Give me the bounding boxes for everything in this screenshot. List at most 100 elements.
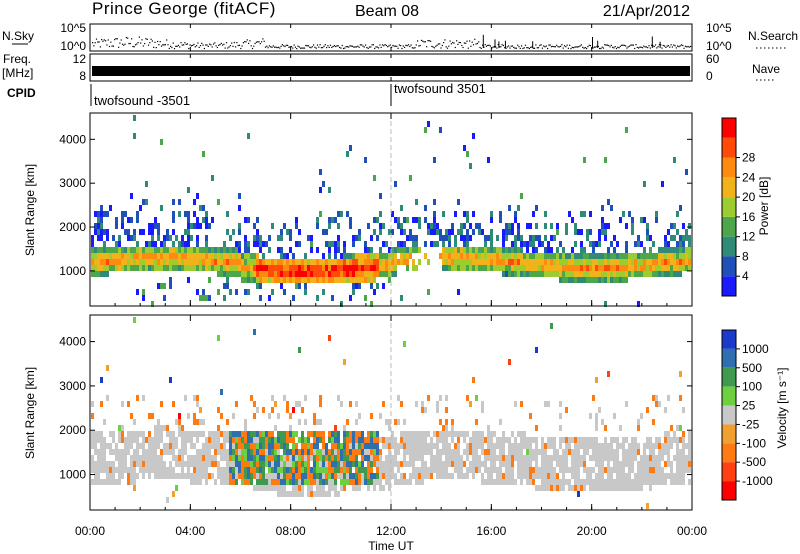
velocity-cell [175, 419, 178, 425]
nsky-point [160, 45, 163, 47]
velocity-cell [484, 449, 487, 455]
velocity-cell [607, 485, 610, 491]
nsky-point [606, 44, 608, 46]
velocity-cell [358, 467, 361, 473]
velocity-cell [523, 473, 526, 479]
power-cell [502, 247, 505, 253]
power-cell [175, 247, 178, 253]
nsky-point [258, 41, 260, 43]
power-cell [340, 259, 343, 265]
nsky-point [565, 46, 567, 48]
velocity-cell [319, 485, 322, 491]
power-cell [202, 265, 205, 271]
nsky-point [535, 44, 537, 46]
power-cell [601, 259, 604, 265]
power-cell [154, 241, 157, 247]
power-cell [520, 247, 523, 253]
power-cell [352, 259, 355, 265]
power-cell [577, 229, 580, 235]
velocity-cell [457, 437, 460, 443]
power-cell [349, 277, 352, 283]
power-cell [394, 265, 397, 271]
power-cell [520, 235, 523, 241]
velocity-cell [130, 455, 133, 461]
power-cell [184, 265, 187, 271]
nsky-point [337, 45, 339, 47]
velocity-cell [520, 467, 523, 473]
power-cell [361, 277, 364, 283]
velocity-cell [598, 455, 601, 461]
power-cell [145, 265, 148, 271]
nsky-point [474, 38, 476, 40]
nsky-point [112, 45, 114, 47]
power-cell [256, 229, 259, 235]
power-cell [349, 295, 352, 301]
power-cell [361, 259, 364, 265]
velocity-cell [490, 443, 493, 449]
velocity-cell [244, 473, 247, 479]
velocity-cell [682, 479, 685, 485]
power-cell [373, 217, 376, 223]
velocity-cell [655, 473, 658, 479]
velocity-cell [181, 443, 184, 449]
velocity-cell [562, 473, 565, 479]
velocity-cell [265, 485, 268, 491]
power-cell [655, 253, 658, 259]
power-cell [622, 259, 625, 265]
power-cell [373, 289, 376, 295]
power-cell [205, 217, 208, 223]
velocity-cell [556, 461, 559, 467]
velocity-cell [661, 455, 664, 461]
velocity-cell [346, 479, 349, 485]
velocity-cell [388, 443, 391, 449]
velocity-cell [655, 461, 658, 467]
nsky-point [144, 43, 146, 45]
power-cell [211, 247, 214, 253]
velocity-cell [292, 461, 295, 467]
power-cell [601, 223, 604, 229]
nsky-point [463, 42, 465, 44]
velocity-cell [544, 401, 547, 407]
power-cell [100, 271, 103, 277]
velocity-cell [319, 449, 322, 455]
velocity-cell [454, 461, 457, 467]
power-cell [205, 259, 208, 265]
power-cell [205, 241, 208, 247]
velocity-cell [349, 455, 352, 461]
velocity-cell [316, 449, 319, 455]
power-cell [106, 247, 109, 253]
velocity-cell [136, 443, 139, 449]
velocity-cell [640, 485, 643, 491]
velocity-cell [658, 467, 661, 473]
nsky-point [583, 47, 585, 49]
velocity-cell [430, 455, 433, 461]
power-cell [403, 229, 406, 235]
velocity-cell [391, 437, 394, 443]
velocity-cell [103, 455, 106, 461]
power-cell [307, 277, 310, 283]
power-cell [121, 253, 124, 259]
nsky-point [344, 47, 346, 49]
nsky-point [189, 44, 191, 46]
power-cell [265, 265, 268, 271]
power-cell [601, 271, 604, 277]
velocity-cell [604, 443, 607, 449]
power-cell [262, 259, 265, 265]
velocity-cell [220, 449, 223, 455]
velocity-cell [484, 455, 487, 461]
velocity-cell [658, 455, 661, 461]
nsky-point [506, 46, 508, 48]
nsky-point [212, 43, 215, 45]
velocity-cell [643, 449, 646, 455]
velocity-cell [127, 401, 130, 407]
velocity-cell [325, 467, 328, 473]
velocity-cell [676, 425, 679, 431]
nsky-point [348, 46, 350, 48]
power-cell [649, 247, 652, 253]
nsky-point [125, 37, 127, 39]
velocity-cell [514, 455, 517, 461]
power-cell [379, 253, 382, 259]
power-cell [457, 259, 460, 265]
velocity-cell [472, 437, 475, 443]
velocity-cell [493, 431, 496, 437]
